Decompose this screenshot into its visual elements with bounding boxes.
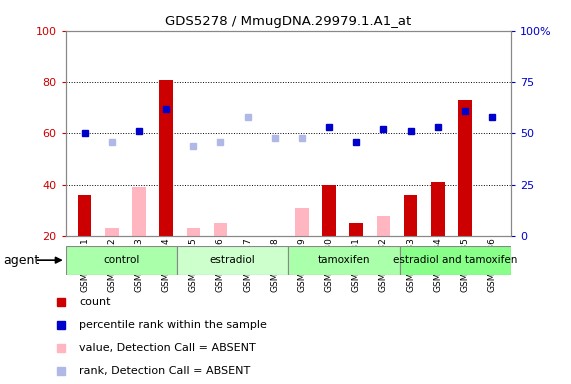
Text: estradiol: estradiol [210,255,256,265]
Text: rank, Detection Call = ABSENT: rank, Detection Call = ABSENT [79,366,250,376]
Bar [66,246,177,275]
Bar [78,195,91,236]
Text: count: count [79,297,111,307]
Text: tamoxifen: tamoxifen [318,255,370,265]
Bar [105,228,119,236]
Bar [322,185,336,236]
Bar [295,208,309,236]
Bar [458,100,472,236]
Bar [187,228,200,236]
Bar [177,246,288,275]
Text: percentile rank within the sample: percentile rank within the sample [79,320,267,330]
Bar [404,195,417,236]
Bar [214,223,227,236]
Bar [349,223,363,236]
Bar [159,79,173,236]
Bar [400,246,511,275]
Bar [132,187,146,236]
Text: value, Detection Call = ABSENT: value, Detection Call = ABSENT [79,343,256,353]
Bar [377,216,390,236]
Bar [431,182,444,236]
Text: control: control [103,255,139,265]
Title: GDS5278 / MmugDNA.29979.1.A1_at: GDS5278 / MmugDNA.29979.1.A1_at [165,15,412,28]
Bar [288,246,400,275]
Text: estradiol and tamoxifen: estradiol and tamoxifen [393,255,517,265]
Text: agent: agent [3,254,39,267]
